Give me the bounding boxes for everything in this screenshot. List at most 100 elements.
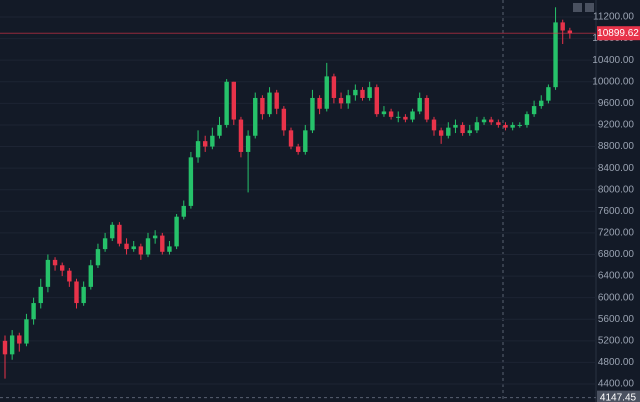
candle-body [446,127,451,136]
candle-body [174,216,179,247]
y-tick-label: 7600.00 [598,206,635,217]
candle-body [481,119,487,123]
crosshair-label: 4147.45 [600,392,637,402]
candle-body [160,235,165,252]
candle-body [517,124,522,126]
y-tick-label: 5600.00 [598,314,635,325]
candle-body [317,97,322,109]
candle-body [217,124,222,136]
candle-body [396,116,401,118]
candle-body [52,259,58,266]
price-label-box [597,26,640,41]
candle-body [274,92,279,109]
candle-body [531,106,537,115]
candle-body [124,243,129,250]
candle-body [410,111,415,120]
candle-body [503,124,508,128]
candle-body [67,270,72,282]
candle-body [203,141,208,147]
candle-body [167,246,172,252]
candle-body [346,95,351,104]
candle-body [238,119,244,152]
candle-body [360,89,365,98]
candle-body [553,22,558,88]
candle-body [524,114,530,125]
candle-body [367,87,372,98]
candle-body [567,30,573,34]
icon[interactable] [573,3,582,12]
candle-body [331,76,337,98]
candle-body [88,265,93,287]
crosshair-label-box [597,390,640,402]
y-tick-label: 4800.00 [598,357,635,368]
candle-body [496,122,501,125]
candle-body [295,146,301,152]
candle-body [338,97,344,104]
candle-body [95,249,101,266]
candle-body [539,100,544,107]
candle-body [60,265,65,271]
candle-body [560,22,565,31]
candle-body [195,141,201,158]
candle-body [188,157,194,206]
candle-body [38,286,43,304]
price-label: 10899.62 [597,28,639,39]
candle-body [138,246,144,255]
y-tick-label: 8400.00 [598,163,635,174]
y-tick-label: 9600.00 [598,98,635,109]
candle-body [210,135,215,147]
candle-body [388,111,394,117]
candle-body [253,97,258,136]
candle-body [9,335,15,355]
candle-body [417,97,422,112]
candle-body [260,97,265,115]
candle-body [45,259,51,287]
y-tick-label: 8800.00 [598,141,635,152]
candle-body [460,124,465,134]
candle-body [374,87,379,115]
candle-body [424,97,430,120]
candle-body [2,340,8,355]
candle-body [431,119,437,131]
candle-body [224,81,229,125]
candle-body [231,81,236,120]
candle-body [453,124,458,128]
candle-body [489,119,494,123]
candle-body [510,124,515,128]
y-tick-label: 8000.00 [598,184,635,195]
candle-body [288,130,294,147]
y-tick-label: 6400.00 [598,271,635,282]
y-tick-label: 10000.00 [592,76,634,87]
candle-body [17,335,22,344]
y-tick-label: 7200.00 [598,228,635,239]
candle-body [145,238,151,255]
candle-body [131,246,136,250]
candle-body [438,130,444,136]
candle-body [267,92,272,115]
candle-body [310,97,315,131]
candle-body [31,303,36,320]
candle-body [102,238,108,250]
candle-body [403,116,408,120]
candle-body [353,89,358,96]
candle-body [181,205,186,217]
y-tick-label: 5200.00 [598,335,635,346]
candle-body [74,281,79,304]
y-tick-label: 4400.00 [598,379,635,390]
candle-body [467,130,472,134]
icon[interactable] [585,3,594,12]
candle-body [324,76,329,109]
y-tick-label: 11200.00 [593,12,634,23]
y-tick-label: 6800.00 [598,249,635,260]
candle-body [381,111,387,115]
candle-body [281,108,287,131]
y-tick-label: 10400.00 [592,55,634,66]
candle-body [81,286,86,304]
y-tick-label: 6000.00 [598,292,635,303]
candle-body [303,130,308,152]
candle-body [152,235,158,239]
candle-body [110,224,115,239]
candle-body [474,122,480,131]
